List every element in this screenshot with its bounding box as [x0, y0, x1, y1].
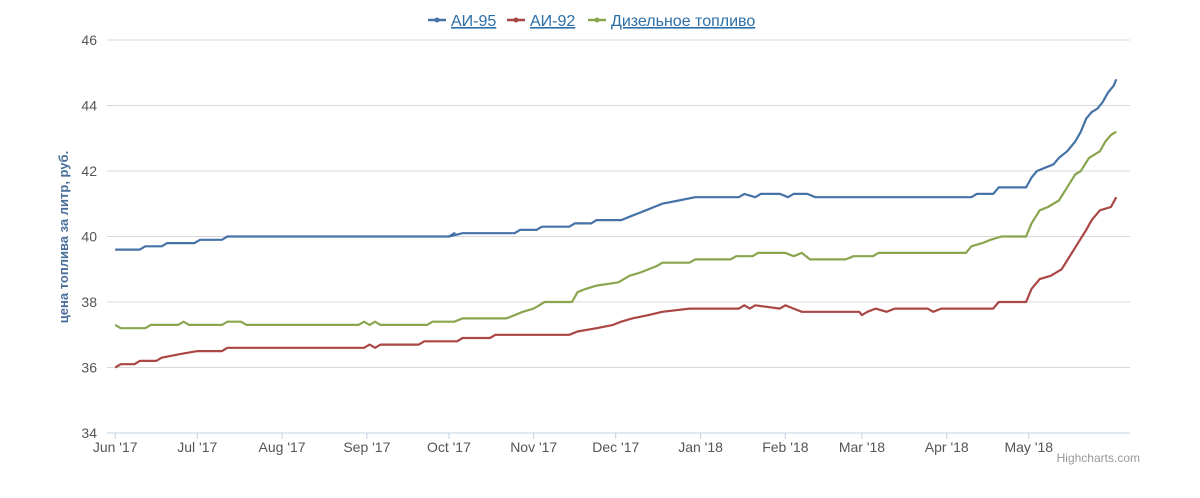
x-tick-label: Apr '18: [925, 439, 969, 455]
legend-marker: [434, 17, 440, 23]
x-tick-label: Dec '17: [592, 439, 639, 455]
x-tick-label: Jan '18: [678, 439, 723, 455]
y-tick-label: 36: [81, 360, 97, 376]
series-line-2: [114, 130, 1117, 330]
legend-label: АИ-95: [451, 13, 496, 30]
x-tick-label: May '18: [1004, 439, 1053, 455]
x-tick-label: Aug '17: [259, 439, 306, 455]
legend-marker: [594, 17, 600, 23]
y-tick-label: 38: [81, 294, 97, 310]
legend-item-1[interactable]: АИ-92: [507, 13, 575, 30]
y-tick-label: 42: [81, 163, 97, 179]
x-tick-label: Nov '17: [510, 439, 557, 455]
y-tick-label: 40: [81, 229, 97, 245]
x-tick-label: Jul '17: [177, 439, 217, 455]
x-tick-label: Oct '17: [427, 439, 471, 455]
series-lines: [114, 78, 1118, 369]
x-tick-label: Feb '18: [762, 439, 808, 455]
y-tick-label: 34: [81, 425, 97, 441]
series-line-0: [115, 78, 1118, 251]
legend-label: АИ-92: [530, 13, 575, 30]
legend-item-0[interactable]: АИ-95: [428, 13, 496, 30]
y-tick-label: 46: [81, 32, 97, 48]
legend-item-2[interactable]: Дизельное топливо: [588, 13, 755, 30]
legend-marker: [513, 17, 519, 23]
x-axis-ticks: Jun '17 Jul '17 Aug '17 Sep '17 Oct '17 Nov '…: [93, 433, 1053, 455]
series-line-1: [114, 196, 1118, 369]
legend-label: Дизельное топливо: [611, 13, 755, 30]
y-axis-label: цена топлива за литр, руб.: [56, 151, 71, 323]
y-tick-label: 44: [81, 98, 97, 114]
legend: АИ-95 АИ-92 Дизельное топливо: [428, 13, 755, 30]
y-axis-ticks: 34 36 38 40 42 44 46: [81, 32, 97, 441]
credit-link[interactable]: Highcharts.com: [1057, 451, 1140, 465]
x-tick-label: Jun '17: [93, 439, 138, 455]
x-tick-label: Sep '17: [343, 439, 390, 455]
x-tick-label: Mar '18: [839, 439, 885, 455]
